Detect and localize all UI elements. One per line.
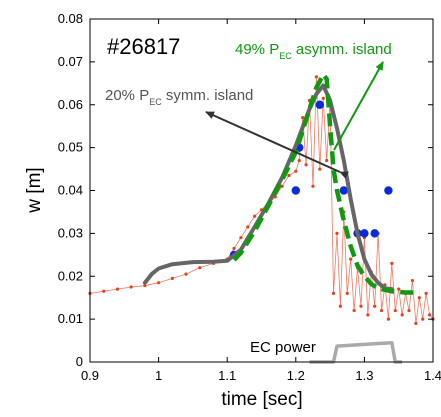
measured-point bbox=[400, 313, 404, 317]
series-layer bbox=[88, 72, 435, 364]
asymm-label-suffix: asymm. island bbox=[292, 41, 392, 58]
asymm-island-arrow bbox=[333, 61, 384, 151]
measured-point bbox=[232, 246, 236, 250]
blue-data-point bbox=[315, 100, 325, 109]
measured-point bbox=[366, 313, 370, 317]
blue-data-point bbox=[360, 229, 369, 238]
measured-point bbox=[321, 96, 325, 100]
measured-point bbox=[379, 308, 384, 313]
blue-data-point bbox=[339, 186, 349, 195]
ticks-layer: 0.9 1 1.1 1.2 1.3 1.4 0 0.01 0.02 0.03 0.04 0.05 0.0… bbox=[58, 11, 441, 383]
measured-point bbox=[397, 287, 401, 291]
measured-point bbox=[287, 173, 291, 178]
asymm-label-sub: EC bbox=[279, 51, 292, 61]
x-tick-label: 1.4 bbox=[424, 368, 441, 383]
symm-label-suffix: symm. island bbox=[162, 87, 254, 104]
blue-data-point bbox=[291, 186, 300, 195]
measured-point bbox=[417, 296, 421, 300]
x-tick-label: 1 bbox=[155, 368, 162, 383]
measured-point bbox=[359, 304, 363, 308]
arrow-layer bbox=[205, 61, 384, 179]
measured-point bbox=[184, 272, 188, 276]
measured-point bbox=[239, 236, 243, 240]
measured-point bbox=[421, 317, 425, 321]
measured-point bbox=[115, 287, 120, 291]
measured-point bbox=[129, 285, 133, 289]
y-axis-title: w [m] bbox=[24, 167, 45, 213]
ec-power-label: EC power bbox=[250, 339, 316, 356]
x-tick-label: 1.3 bbox=[355, 368, 373, 383]
measured-point bbox=[393, 308, 397, 313]
symm-label-prefix: 20% P bbox=[105, 87, 149, 104]
measured-point bbox=[318, 167, 322, 171]
measured-point bbox=[331, 291, 336, 295]
measured-point bbox=[102, 289, 106, 293]
measured-point bbox=[427, 313, 432, 317]
y-tick-label: 0 bbox=[76, 354, 83, 369]
y-tick-label: 0.03 bbox=[58, 225, 83, 240]
measured-point bbox=[143, 284, 147, 288]
y-tick-label: 0.02 bbox=[58, 268, 83, 283]
measured-point bbox=[349, 257, 353, 261]
blue-data-point bbox=[384, 186, 393, 195]
measured-point bbox=[246, 225, 250, 229]
y-tick-label: 0.01 bbox=[58, 311, 83, 326]
measured-point bbox=[424, 291, 428, 295]
measured-point bbox=[410, 278, 415, 283]
y-tick-label: 0.08 bbox=[58, 11, 83, 26]
measured-point bbox=[390, 261, 394, 265]
measured-point bbox=[407, 308, 411, 313]
measured-point bbox=[414, 321, 418, 326]
measured-point bbox=[335, 231, 339, 235]
blue-data-point bbox=[370, 229, 379, 238]
measured-point bbox=[386, 317, 391, 321]
x-axis-title: time [sec] bbox=[221, 389, 302, 410]
shot-number-label: #26817 bbox=[107, 34, 180, 59]
y-tick-label: 0.04 bbox=[58, 183, 83, 198]
asymm-island-curve bbox=[232, 72, 420, 295]
asymm-island-label: 49% PEC asymm. island bbox=[235, 41, 392, 61]
measured-point bbox=[314, 75, 318, 79]
measured-point bbox=[345, 291, 349, 295]
measured-point bbox=[297, 158, 301, 163]
measured-point bbox=[253, 214, 257, 218]
ec-power-trace bbox=[309, 340, 403, 364]
measured-point bbox=[294, 169, 298, 173]
measured-point bbox=[198, 266, 202, 270]
x-tick-label: 0.9 bbox=[81, 368, 99, 383]
x-tick-label: 1.2 bbox=[287, 368, 305, 383]
measured-point bbox=[352, 308, 356, 313]
measured-point bbox=[373, 304, 377, 308]
y-tick-label: 0.06 bbox=[58, 97, 83, 112]
y-tick-label: 0.05 bbox=[58, 140, 83, 155]
asymm-label-prefix: 49% P bbox=[235, 41, 279, 58]
y-tick-label: 0.07 bbox=[58, 54, 83, 69]
measured-point bbox=[338, 304, 342, 308]
measured-point bbox=[325, 158, 329, 163]
measured-point bbox=[157, 281, 161, 285]
measured-point bbox=[311, 184, 315, 188]
measured-point bbox=[304, 163, 308, 167]
symm-island-label: 20% PEC symm. island bbox=[105, 87, 253, 107]
symm-label-sub: EC bbox=[149, 97, 162, 107]
symm-island-arrow bbox=[205, 111, 349, 179]
x-tick-label: 1.1 bbox=[218, 368, 236, 383]
measured-point bbox=[170, 276, 174, 280]
symm-island-curve bbox=[142, 83, 394, 292]
